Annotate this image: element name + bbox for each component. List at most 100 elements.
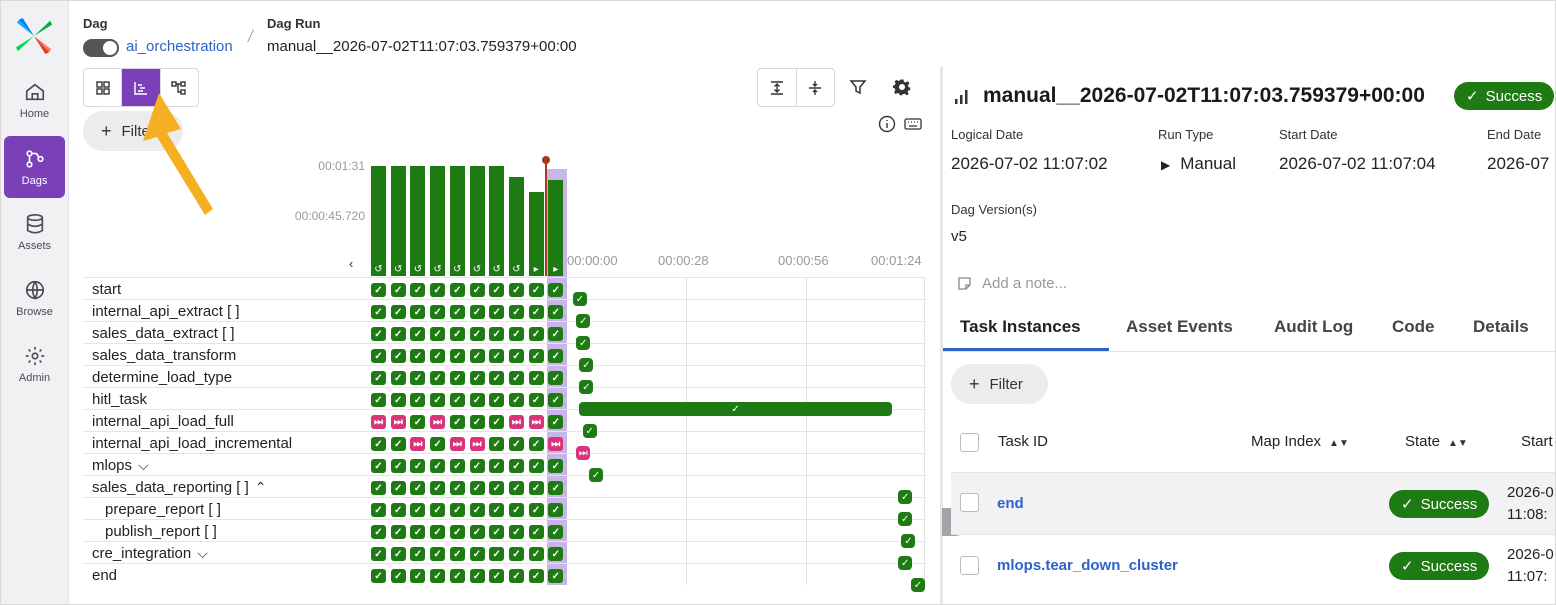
- success-task-cell[interactable]: ✓: [548, 349, 564, 363]
- nav-home[interactable]: Home: [4, 69, 65, 131]
- tab-task-instances[interactable]: Task Instances: [960, 317, 1081, 336]
- success-task-cell[interactable]: ✓: [548, 525, 564, 539]
- success-task-cell[interactable]: ✓: [489, 305, 505, 319]
- success-task-cell[interactable]: ✓: [430, 283, 446, 297]
- success-task-cell[interactable]: ✓: [469, 371, 485, 385]
- gantt-bar[interactable]: ✓: [898, 490, 913, 504]
- success-task-cell[interactable]: ✓: [469, 503, 485, 517]
- success-task-cell[interactable]: ✓: [528, 547, 544, 561]
- tab-details[interactable]: Details: [1473, 317, 1529, 336]
- chevron-up-icon[interactable]: ⌃: [254, 479, 267, 495]
- success-task-cell[interactable]: ✓: [489, 525, 505, 539]
- gantt-bar[interactable]: ✓: [579, 402, 892, 416]
- success-task-cell[interactable]: ✓: [508, 393, 524, 407]
- gantt-bar[interactable]: ✓: [576, 336, 591, 350]
- success-task-cell[interactable]: ✓: [489, 437, 505, 451]
- success-task-cell[interactable]: ✓: [489, 459, 505, 473]
- skipped-task-cell[interactable]: ⏭: [508, 415, 524, 429]
- success-task-cell[interactable]: ✓: [410, 371, 426, 385]
- success-task-cell[interactable]: ✓: [430, 459, 446, 473]
- keyboard-shortcuts-button[interactable]: [897, 108, 929, 140]
- success-task-cell[interactable]: ✓: [449, 481, 465, 495]
- gantt-bar[interactable]: ✓: [579, 358, 594, 372]
- chevron-down-icon[interactable]: ⌵: [138, 457, 149, 473]
- success-task-cell[interactable]: ✓: [508, 525, 524, 539]
- success-task-cell[interactable]: ✓: [548, 415, 564, 429]
- gantt-bar[interactable]: ✓: [898, 512, 913, 526]
- task-row[interactable]: cre_integration ⌵: [83, 541, 925, 563]
- success-task-cell[interactable]: ✓: [390, 547, 406, 561]
- task-row[interactable]: prepare_report [ ]: [83, 497, 925, 519]
- success-task-cell[interactable]: ✓: [548, 569, 564, 583]
- task-row[interactable]: start: [83, 277, 925, 299]
- success-task-cell[interactable]: ✓: [410, 569, 426, 583]
- task-name[interactable]: hitl_task: [92, 391, 147, 408]
- success-task-cell[interactable]: ✓: [508, 305, 524, 319]
- success-task-cell[interactable]: ✓: [390, 393, 406, 407]
- success-task-cell[interactable]: ✓: [469, 415, 485, 429]
- success-task-cell[interactable]: ✓: [469, 525, 485, 539]
- success-task-cell[interactable]: ✓: [390, 283, 406, 297]
- airflow-logo[interactable]: [15, 17, 53, 55]
- skipped-task-cell[interactable]: ⏭: [528, 415, 544, 429]
- run-bar[interactable]: [469, 166, 485, 276]
- success-task-cell[interactable]: ✓: [390, 525, 406, 539]
- run-bar[interactable]: [390, 166, 406, 276]
- nav-dags[interactable]: Dags: [4, 136, 65, 198]
- skipped-task-cell[interactable]: ⏭: [548, 437, 564, 451]
- run-bar[interactable]: [508, 177, 524, 276]
- success-task-cell[interactable]: ✓: [449, 393, 465, 407]
- run-bar[interactable]: [410, 166, 426, 276]
- success-task-cell[interactable]: ✓: [528, 437, 544, 451]
- run-bar[interactable]: [528, 192, 544, 276]
- task-name[interactable]: internal_api_load_incremental: [92, 435, 292, 452]
- success-task-cell[interactable]: ✓: [508, 503, 524, 517]
- success-task-cell[interactable]: ✓: [528, 305, 544, 319]
- gantt-bar[interactable]: ✓: [582, 424, 597, 438]
- run-bar[interactable]: [371, 166, 386, 276]
- task-row[interactable]: hitl_task: [83, 387, 925, 409]
- success-task-cell[interactable]: ✓: [528, 283, 544, 297]
- success-task-cell[interactable]: ✓: [371, 349, 386, 363]
- success-task-cell[interactable]: ✓: [371, 371, 386, 385]
- success-task-cell[interactable]: ✓: [430, 327, 446, 341]
- task-id-link[interactable]: mlops.tear_down_cluster: [997, 557, 1178, 574]
- success-task-cell[interactable]: ✓: [548, 459, 564, 473]
- success-task-cell[interactable]: ✓: [449, 371, 465, 385]
- success-task-cell[interactable]: ✓: [528, 393, 544, 407]
- gantt-bar[interactable]: ✓: [573, 292, 587, 306]
- task-name[interactable]: internal_api_load_full: [92, 413, 234, 430]
- success-task-cell[interactable]: ✓: [371, 393, 386, 407]
- column-map-index[interactable]: Map Index ▲▼: [1251, 433, 1349, 450]
- success-task-cell[interactable]: ✓: [528, 371, 544, 385]
- success-task-cell[interactable]: ✓: [489, 327, 505, 341]
- success-task-cell[interactable]: ✓: [410, 349, 426, 363]
- success-task-cell[interactable]: ✓: [430, 349, 446, 363]
- success-task-cell[interactable]: ✓: [371, 481, 386, 495]
- task-row[interactable]: internal_api_extract [ ]: [83, 299, 925, 321]
- skipped-task-cell[interactable]: ⏭: [469, 437, 485, 451]
- success-task-cell[interactable]: ✓: [430, 393, 446, 407]
- table-row[interactable]: mlops.tear_down_cluster ✓ Success 2026-0…: [951, 534, 1555, 596]
- success-task-cell[interactable]: ✓: [449, 525, 465, 539]
- task-id-link[interactable]: end: [997, 495, 1024, 512]
- success-task-cell[interactable]: ✓: [469, 481, 485, 495]
- task-row[interactable]: sales_data_reporting [ ] ⌃: [83, 475, 925, 497]
- success-task-cell[interactable]: ✓: [489, 349, 505, 363]
- success-task-cell[interactable]: ✓: [449, 569, 465, 583]
- task-name[interactable]: sales_data_transform: [92, 347, 236, 364]
- task-name[interactable]: cre_integration ⌵: [92, 545, 208, 562]
- success-task-cell[interactable]: ✓: [528, 327, 544, 341]
- success-task-cell[interactable]: ✓: [528, 503, 544, 517]
- success-task-cell[interactable]: ✓: [528, 481, 544, 495]
- filter-button[interactable]: [842, 71, 874, 103]
- success-task-cell[interactable]: ✓: [469, 349, 485, 363]
- select-all-checkbox[interactable]: [960, 433, 979, 452]
- success-task-cell[interactable]: ✓: [449, 547, 465, 561]
- chevron-down-icon[interactable]: ⌵: [197, 545, 208, 561]
- gantt-bar[interactable]: ✓: [576, 314, 591, 328]
- success-task-cell[interactable]: ✓: [430, 437, 446, 451]
- success-task-cell[interactable]: ✓: [410, 393, 426, 407]
- nav-assets[interactable]: Assets: [4, 201, 65, 263]
- success-task-cell[interactable]: ✓: [449, 283, 465, 297]
